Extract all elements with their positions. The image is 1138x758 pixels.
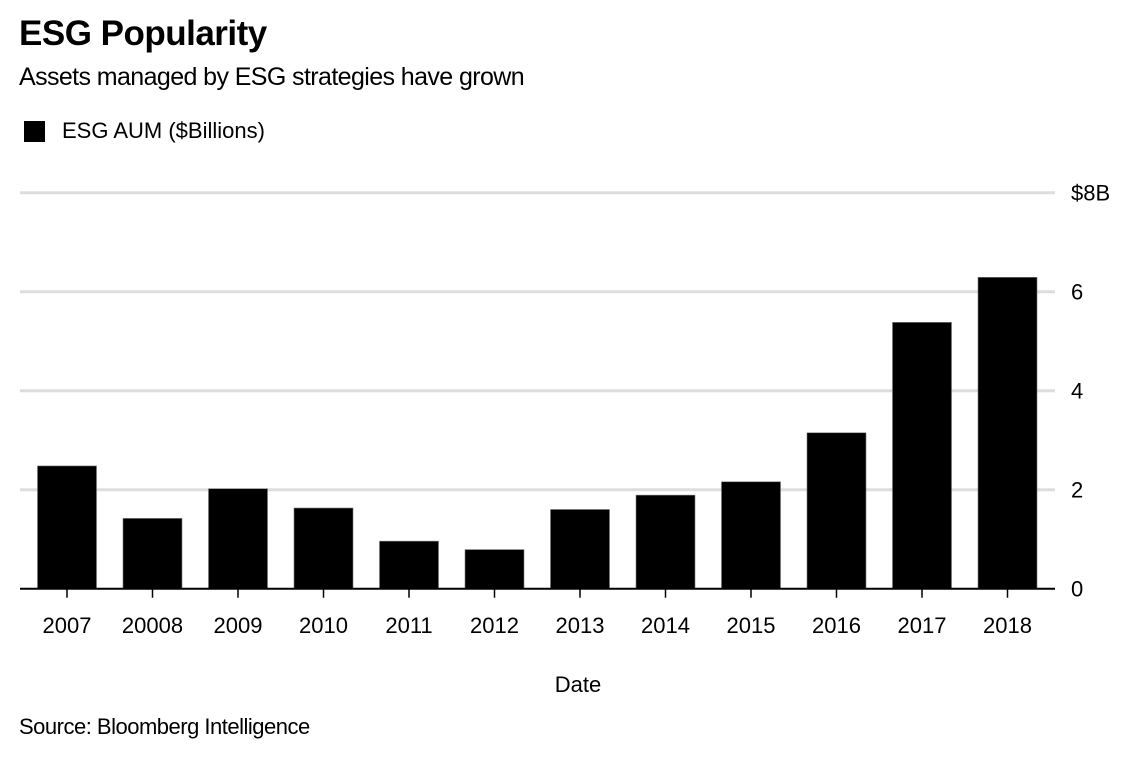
bar-2017 (892, 322, 952, 590)
bar-2011 (379, 540, 439, 589)
x-tick-label: 2017 (898, 613, 947, 638)
bar-2014 (635, 494, 696, 589)
x-tick-label: 2015 (727, 613, 776, 638)
y-tick-label: 4 (1071, 379, 1083, 404)
x-axis-title: Date (555, 672, 601, 697)
x-tick-label: 2016 (812, 613, 861, 638)
gridlines (20, 191, 1055, 492)
x-tick-label: 2014 (641, 613, 690, 638)
x-tick-label: 2010 (299, 613, 348, 638)
x-tick-label: 2007 (43, 613, 92, 638)
y-tick-label: 0 (1071, 577, 1083, 602)
legend: ESG AUM ($Billions) (24, 118, 265, 144)
bar-2010 (293, 507, 354, 590)
y-tick-label: 6 (1071, 280, 1083, 305)
chart-subtitle: Assets managed by ESG strategies have gr… (19, 63, 525, 91)
x-tick-label: 2011 (385, 613, 432, 638)
x-tick-label: 2009 (214, 613, 263, 638)
legend-swatch (24, 120, 45, 142)
bar-2016 (806, 432, 867, 589)
bar-2018 (977, 277, 1038, 590)
bar-2009 (208, 488, 268, 589)
x-tick-label: 2012 (470, 613, 519, 638)
bar-20008 (122, 518, 183, 589)
y-tick-label: $8B (1071, 181, 1110, 206)
x-axis-labels: 2007 20008 2009 2010 2011 2012 2013 2014 2015 201… (43, 613, 1032, 638)
legend-label: ESG AUM ($Billions) (62, 118, 265, 143)
y-axis-labels: 0 2 4 6 $8B (1071, 181, 1110, 602)
bars (37, 277, 1038, 590)
x-axis (20, 587, 1055, 598)
x-tick-label: 2018 (983, 613, 1032, 638)
bar-2012 (464, 549, 525, 589)
x-tick-label: 2013 (556, 613, 605, 638)
source-note: Source: Bloomberg Intelligence (19, 714, 310, 739)
y-tick-label: 2 (1071, 478, 1083, 503)
bar-2013 (550, 509, 610, 589)
chart-title: ESG Popularity (19, 14, 267, 53)
bar-2015 (721, 481, 781, 589)
x-tick-label: 20008 (122, 613, 183, 638)
bar-2007 (37, 465, 97, 590)
